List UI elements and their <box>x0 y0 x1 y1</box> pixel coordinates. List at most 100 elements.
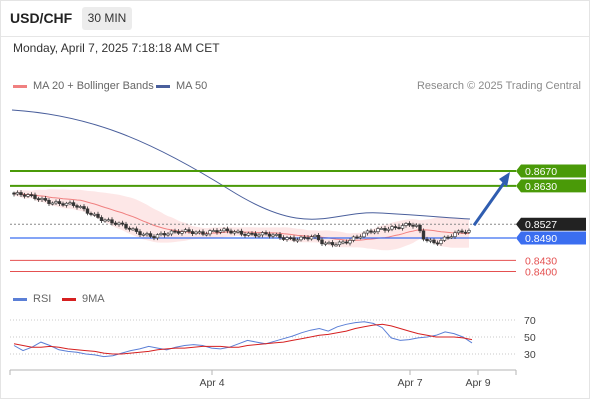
candle-body <box>229 230 233 234</box>
candle-body <box>348 240 352 244</box>
candle-body <box>253 233 258 237</box>
x-tick-label-apr-7: Apr 7 <box>397 377 422 389</box>
candle-body <box>250 232 254 235</box>
candle-body <box>26 194 30 197</box>
candle-body <box>292 237 296 241</box>
candle-body <box>204 233 209 236</box>
candle-body <box>222 228 226 232</box>
candle-body <box>54 201 58 204</box>
candle-body <box>351 236 356 241</box>
candle-body <box>78 206 83 208</box>
candle-body <box>309 236 314 240</box>
timeframe-badge[interactable]: 30 MIN <box>82 7 132 30</box>
candle-body <box>313 234 317 237</box>
candle-body <box>82 206 86 210</box>
candle-body <box>169 230 174 235</box>
candle-body <box>376 228 380 233</box>
candle-body <box>138 231 142 236</box>
candle-body <box>369 230 373 233</box>
level-label-0-8630: 0.8630 <box>525 181 557 193</box>
ma20-label: MA 20 + Bollinger Bands <box>33 80 154 92</box>
rsi-tick-label-70: 70 <box>524 315 536 327</box>
candle-body <box>425 238 429 242</box>
rsi-9ma-line <box>13 323 473 355</box>
candle-body <box>264 232 268 235</box>
candle-body <box>271 234 275 237</box>
header-divider <box>0 36 590 37</box>
candle-body <box>397 227 401 229</box>
candle-body <box>152 236 156 239</box>
candle-body <box>19 192 23 196</box>
candle-body <box>323 242 328 245</box>
candle-body <box>145 233 149 236</box>
candle-body <box>411 224 415 227</box>
currency-pair-title: USD/CHF <box>10 10 73 26</box>
rsi-line <box>13 321 473 358</box>
candle-body <box>194 231 198 234</box>
legend-ma50: MA 50 <box>156 80 207 92</box>
candle-body <box>155 234 160 239</box>
candle-body <box>232 231 237 234</box>
candle-body <box>362 232 366 238</box>
candle-body <box>281 237 286 240</box>
candle-body <box>57 201 62 204</box>
candle-body <box>302 236 307 239</box>
ma9-label: 9MA <box>82 293 105 305</box>
candle-body <box>47 200 51 204</box>
candle-body <box>197 231 202 234</box>
ma50-line <box>11 109 471 220</box>
candle-body <box>134 228 139 232</box>
x-tick-label-apr-4: Apr 4 <box>199 377 224 389</box>
candle-body <box>421 230 426 240</box>
level-label-0-8670: 0.8670 <box>525 166 557 178</box>
candle-body <box>418 224 422 232</box>
candle-body <box>365 230 370 234</box>
level-label-0-8490: 0.8490 <box>525 233 557 245</box>
candle-body <box>344 241 349 244</box>
candle-body <box>141 233 146 236</box>
candle-body <box>316 234 321 241</box>
candle-body <box>390 226 394 230</box>
candle-body <box>400 225 405 229</box>
candle-body <box>288 237 293 240</box>
candle-body <box>295 239 300 242</box>
candle-body <box>29 194 34 197</box>
level-tag-0-8527 <box>516 217 586 231</box>
candle-body <box>236 230 240 233</box>
candle-body <box>278 234 282 238</box>
candle-body <box>393 226 398 229</box>
candle-body <box>68 202 72 205</box>
candle-body <box>460 230 464 233</box>
level-tag-0-8670 <box>516 164 586 178</box>
candle-body <box>337 241 342 246</box>
candle-body <box>103 219 107 222</box>
bollinger-band-area <box>14 189 469 251</box>
ma9-swatch-icon <box>62 297 76 301</box>
candle-body <box>260 232 265 236</box>
candle-body <box>432 239 436 244</box>
rsi-tick-label-50: 50 <box>524 332 536 344</box>
rsi-swatch-icon <box>13 297 27 301</box>
candle-body <box>124 223 128 229</box>
candle-body <box>320 239 324 245</box>
level-label-0-8430: 0.8430 <box>525 255 557 267</box>
candle-body <box>162 233 167 236</box>
top-bar: USD/CHF 30 MIN <box>0 0 590 36</box>
candle-body <box>92 213 97 216</box>
candle-body <box>127 227 132 230</box>
candle-body <box>64 202 69 206</box>
candle-body <box>358 236 363 239</box>
candle-body <box>159 233 163 235</box>
candle-body <box>456 230 461 234</box>
candle-body <box>239 230 244 235</box>
candle-body <box>449 236 454 239</box>
candle-body <box>467 230 471 233</box>
legend-ma20: MA 20 + Bollinger Bands <box>13 80 154 92</box>
candle-body <box>225 228 230 232</box>
candle-body <box>257 234 261 237</box>
candle-body <box>99 217 104 221</box>
candle-body <box>166 233 170 236</box>
candle-body <box>386 228 391 231</box>
x-tick-label-apr-9: Apr 9 <box>465 377 490 389</box>
rsi-tick-label-30: 30 <box>524 349 536 361</box>
